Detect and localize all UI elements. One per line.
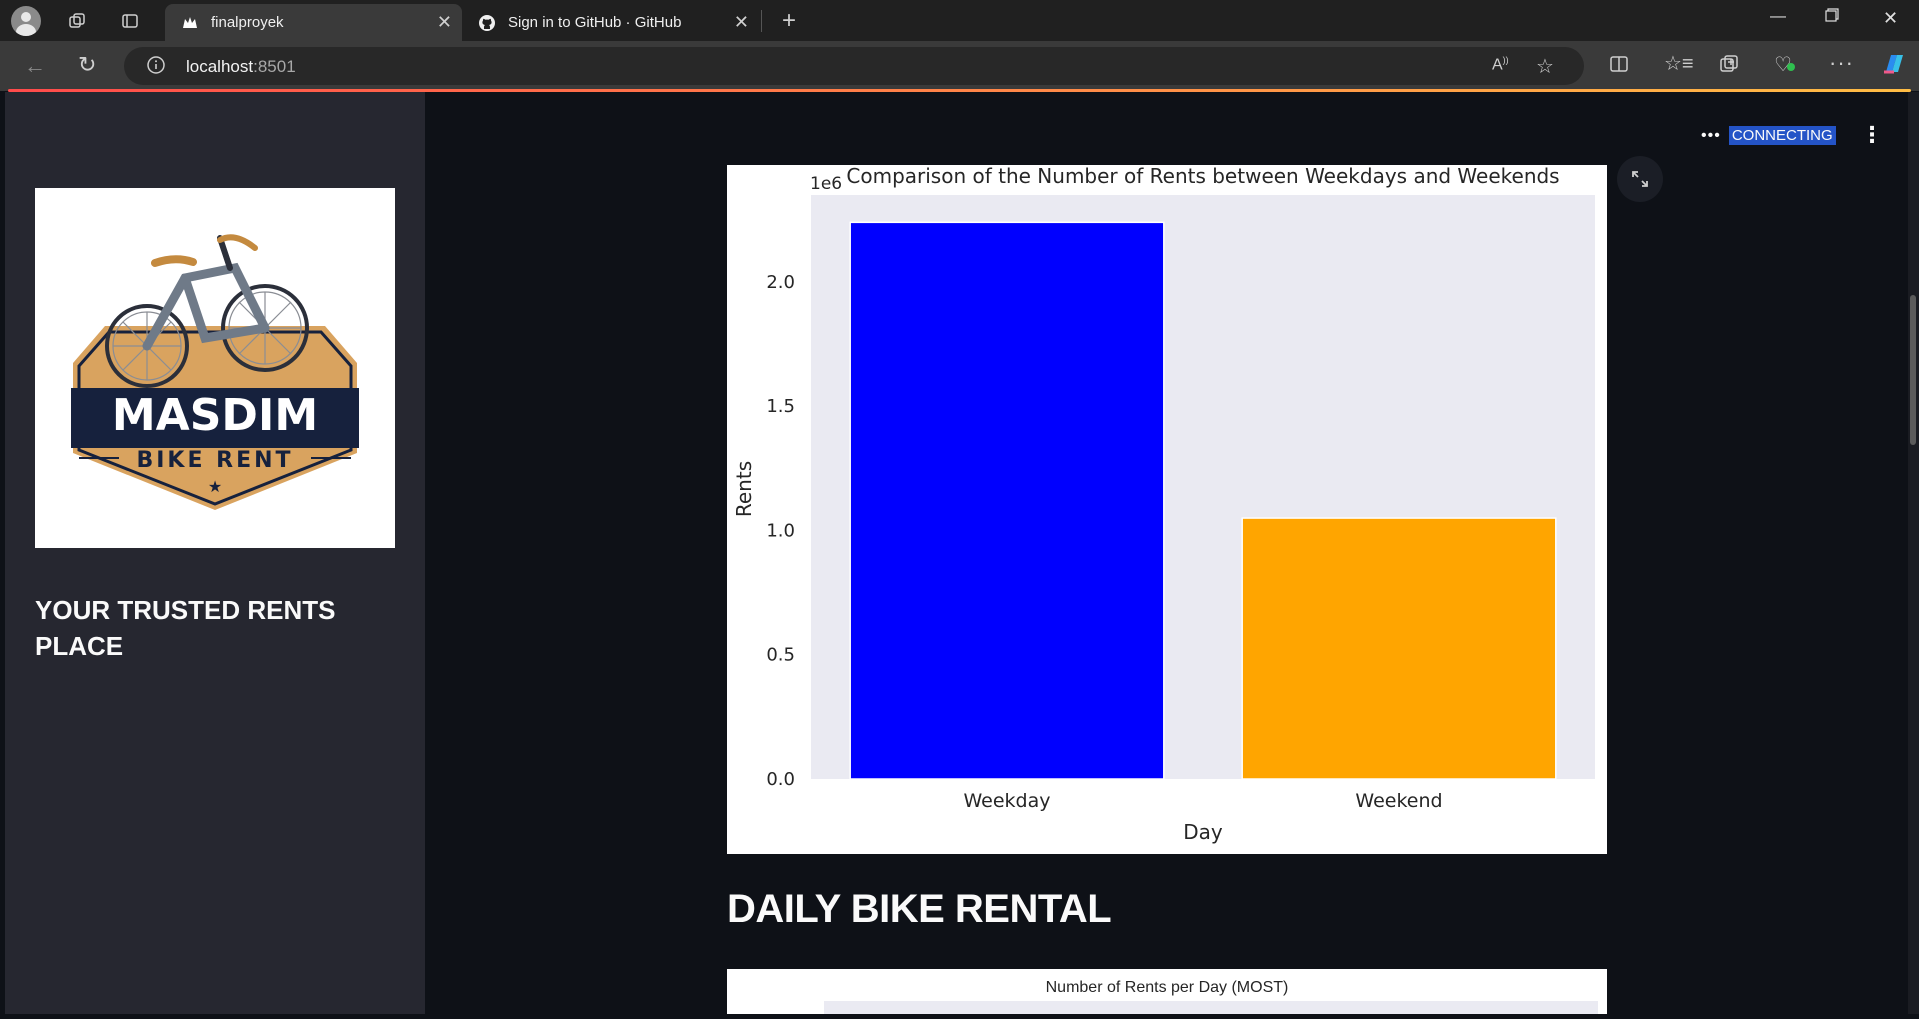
y-axis-label: Rents [732,461,756,517]
streamlit-crown-icon [181,14,199,32]
logo-brand-text: MASDIM [112,390,318,441]
github-icon [478,14,496,32]
tab-title: Sign in to GitHub · GitHub [508,14,682,31]
masdim-logo-image: MASDIM BIKE RENT ★ [35,188,395,548]
site-info-icon[interactable] [146,55,166,80]
copilot-icon[interactable] [1880,50,1908,83]
bar-weekend [1241,517,1557,780]
settings-more-icon[interactable]: ··· [1829,50,1854,75]
collections-icon[interactable] [1719,54,1739,79]
close-tab-icon[interactable]: ✕ [733,12,749,32]
new-tab-icon[interactable]: + [781,7,796,34]
profile-avatar-icon[interactable] [11,6,41,36]
bar-weekday [849,221,1165,780]
browser-tab-bar: finalproyek ✕ Sign in to GitHub · GitHub… [0,0,1919,41]
browser-health-icon[interactable]: ♡ [1774,52,1795,77]
status-label: CONNECTING [1728,126,1836,145]
chart-title: Number of Rents per Day (MOST) [1045,979,1289,996]
y-tick-label: 1.0 [766,520,795,541]
logo-subtitle-text: BIKE RENT [136,448,293,473]
sidebar: MASDIM BIKE RENT ★ YOUR TRUSTED RENTS PL… [5,92,425,1014]
split-screen-icon[interactable] [1609,54,1629,79]
tab-github[interactable]: Sign in to GitHub · GitHub ✕ [462,4,759,41]
favorites-icon[interactable]: ☆≡ [1664,53,1694,75]
tab-title: finalproyek [211,14,284,31]
tab-divider [761,10,762,32]
tab-actions-icon[interactable] [115,6,145,36]
refresh-icon[interactable]: ↻ [78,52,97,77]
page-loading-bar [8,89,1911,92]
scrollbar-thumb[interactable] [1910,295,1916,445]
y-tick-label: 1.5 [766,396,795,417]
read-aloud-icon[interactable]: A)) [1492,55,1509,74]
tab-finalproyek[interactable]: finalproyek ✕ [165,4,462,41]
sidebar-tagline: YOUR TRUSTED RENTS PLACE [35,595,336,661]
x-axis-label: Day [1183,820,1223,844]
section-title: DAILY BIKE RENTAL [727,887,1112,931]
favorite-star-icon[interactable]: ☆ [1536,56,1554,78]
close-window-icon[interactable]: ✕ [1883,8,1899,28]
weekday-weekend-chart: 0.0 0.5 1.0 1.5 2.0 Weekday Weekend Compariso… [727,164,1607,854]
status-running-icon: ••• [1701,126,1721,144]
close-tab-icon[interactable]: ✕ [436,12,452,32]
logo-star-icon: ★ [208,479,222,496]
plot-area [824,1001,1598,1014]
x-tick-label: Weekday [963,790,1050,812]
y-offset-label: 1e6 [810,174,842,194]
browser-toolbar: ← ↻ localhost:8501 A)) ☆ ☆≡ ♡ ··· [0,41,1919,91]
fullscreen-expand-icon[interactable] [1617,156,1663,202]
page-scrollbar[interactable] [1908,92,1919,1014]
address-bar[interactable]: localhost:8501 A)) ☆ [124,47,1584,85]
y-tick-label: 0.0 [766,769,795,790]
main-menu-icon[interactable]: ⋮ [1861,122,1883,147]
chart-svg: 0.0 0.5 1.0 1.5 2.0 Weekday Weekend Compariso… [732,164,1595,844]
x-tick-label: Weekend [1355,790,1442,812]
workspaces-icon[interactable] [62,6,92,36]
minimize-icon[interactable]: — [1770,8,1786,25]
chart-title: Comparison of the Number of Rents betwee… [846,165,1559,188]
rents-per-day-chart: Number of Rents per Day (MOST) [727,969,1607,1014]
y-tick-label: 0.5 [766,645,795,666]
back-icon[interactable]: ← [24,53,46,78]
main-content: ••• CONNECTING ⋮ 0.0 0.5 1.0 1.5 2.0 Weekday… [425,92,1914,1014]
y-tick-label: 2.0 [766,272,795,293]
restore-icon[interactable] [1825,8,1839,27]
connection-status: ••• CONNECTING [1701,126,1836,145]
url-text[interactable]: localhost:8501 [186,57,296,76]
